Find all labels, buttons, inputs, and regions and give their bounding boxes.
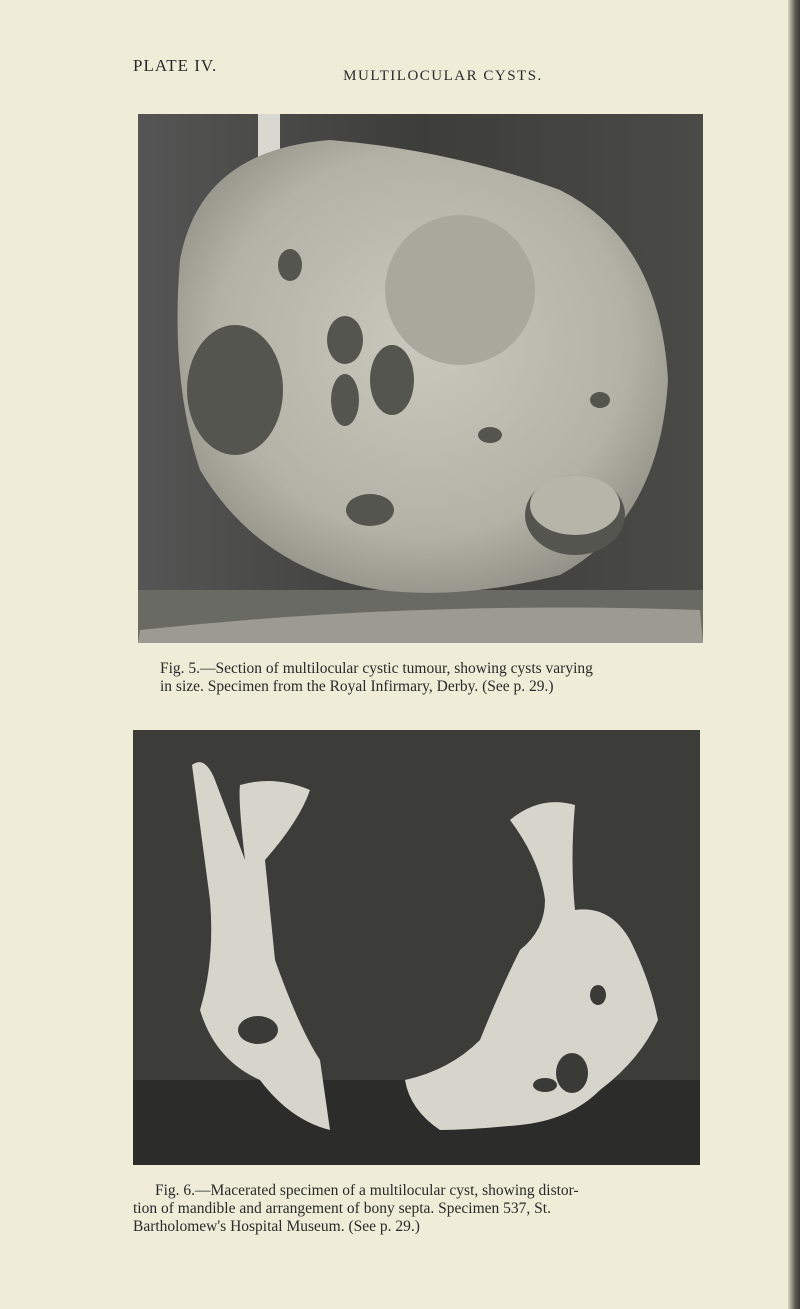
caption-line: tion of mandible and arrangement of bony… — [133, 1200, 551, 1217]
plate-title: MULTILOCULAR CYSTS. — [343, 68, 543, 84]
caption-line: in size. Specimen from the Royal Infirma… — [160, 678, 554, 695]
page-edge — [788, 0, 800, 1309]
caption-line: Fig. 6.—Macerated specimen of a multiloc… — [155, 1182, 579, 1199]
figure-6-photo — [133, 730, 700, 1165]
figure-6-caption: Fig. 6.—Macerated specimen of a multiloc… — [133, 1182, 579, 1236]
plate-label: PLATE IV. — [133, 56, 218, 75]
caption-line: Bartholomew's Hospital Museum. (See p. 2… — [133, 1218, 420, 1235]
caption-line: Fig. 5.—Section of multilocular cystic t… — [160, 660, 593, 677]
figure-5-photo — [138, 114, 703, 643]
figure-5-caption: Fig. 5.—Section of multilocular cystic t… — [160, 660, 593, 696]
